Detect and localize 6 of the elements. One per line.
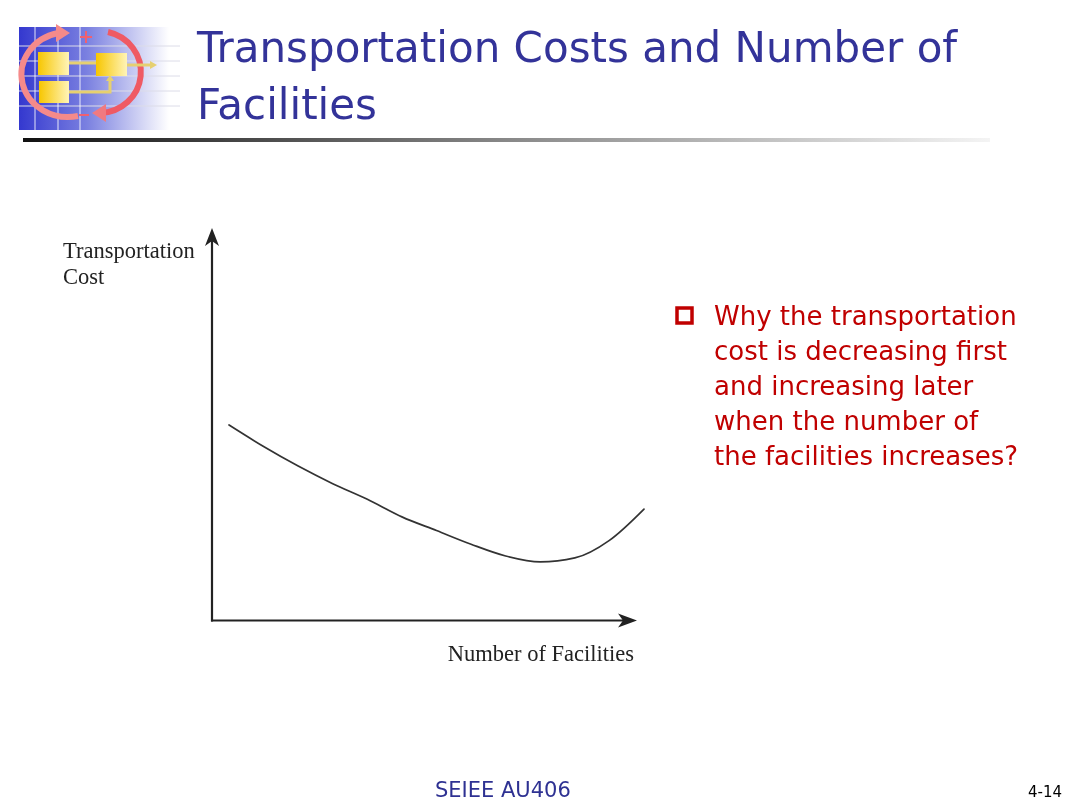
text: Transportation Cost — [63, 238, 195, 289]
text: SEIEE AU406 — [435, 778, 571, 802]
x-axis-title: Number of Facilities — [447, 641, 634, 666]
text: 4-14 — [1027, 783, 1062, 801]
text: Why the transportation cost is decreasing first and increasing later when the number of the facilities increases? — [714, 301, 1019, 471]
chart-title: Transportation Costs and Number of Facilities — [196, 23, 959, 129]
